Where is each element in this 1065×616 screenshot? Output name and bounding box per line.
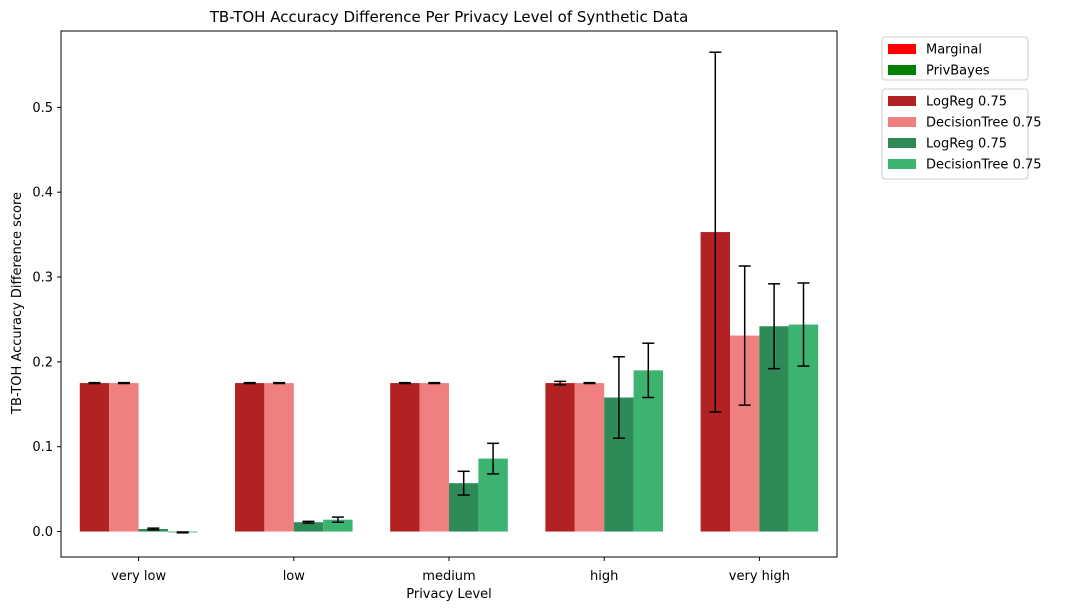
legend-label: DecisionTree 0.75 [926, 158, 1042, 173]
legend-swatch [888, 65, 916, 75]
x-tick-label: low [283, 569, 306, 584]
y-axis-label: TB-TOH Accuracy Difference score [10, 192, 25, 415]
legend-frame [881, 88, 1029, 180]
legend-label: DecisionTree 0.75 [926, 116, 1042, 131]
legend-swatch [888, 159, 916, 169]
y-tick-label: 0.0 [32, 525, 53, 540]
bar [109, 383, 139, 532]
x-axis-label: Privacy Level [406, 587, 492, 602]
legend-label: LogReg 0.75 [926, 137, 1007, 152]
legend-swatch [888, 96, 916, 106]
bar [419, 383, 449, 532]
legend-swatch [888, 44, 916, 54]
x-tick-label: very high [729, 569, 790, 584]
legend-swatch [888, 117, 916, 127]
legend-label: LogReg 0.75 [926, 95, 1007, 110]
y-tick-label: 0.4 [32, 186, 53, 201]
bar [264, 383, 294, 532]
x-tick-label: high [590, 569, 618, 584]
legend-label: Marginal [926, 43, 982, 58]
y-tick-label: 0.2 [32, 355, 53, 370]
bar [390, 383, 420, 532]
plot-area: 0.0 0.1 0.2 0.3 0.4 0.5 very low low medium high v… [32, 30, 838, 584]
x-tick-label: very low [111, 569, 166, 584]
bar [545, 383, 575, 532]
legend-swatch [888, 138, 916, 148]
legend-top: Marginal PrivBayes [881, 36, 1029, 81]
bar [79, 383, 110, 532]
bar [293, 522, 324, 532]
legend-bottom: LogReg 0.75 DecisionTree 0.75 LogReg 0.75 D… [881, 88, 1042, 180]
y-tick-label: 0.5 [32, 101, 53, 116]
bar [235, 383, 265, 532]
y-tick-label: 0.3 [32, 271, 53, 286]
bar [574, 383, 605, 532]
x-tick-label: medium [422, 569, 475, 584]
y-tick-label: 0.1 [32, 440, 53, 455]
chart-title: TB-TOH Accuracy Difference Per Privacy L… [209, 8, 689, 26]
legend-label: PrivBayes [926, 64, 990, 79]
legend-frame [881, 36, 1029, 81]
bar [323, 519, 353, 532]
